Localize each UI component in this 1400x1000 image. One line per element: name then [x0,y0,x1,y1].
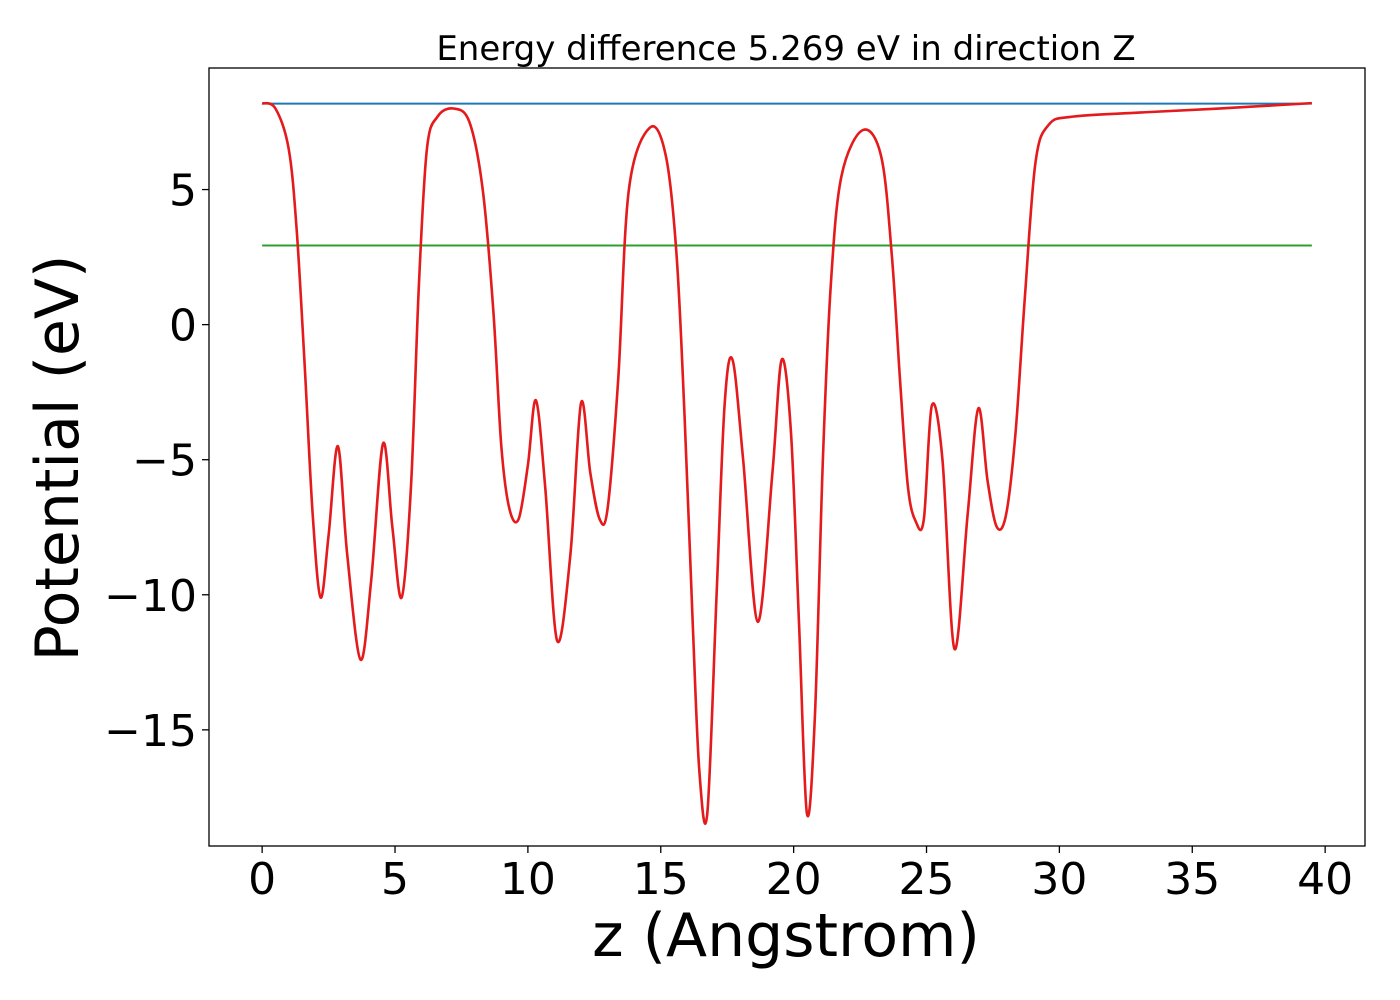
x-axis-ticks: 0 5 10 15 20 25 30 35 40 [248,846,1353,905]
y-tick-label: 5 [169,166,197,217]
x-tick-label: 20 [766,854,822,905]
y-tick-label: 0 [169,301,197,352]
x-tick-label: 15 [633,854,689,905]
x-tick-label: 10 [500,854,556,905]
x-tick-label: 30 [1031,854,1087,905]
y-axis-label: Potential (eV) [23,255,93,662]
x-tick-label: 40 [1297,854,1353,905]
x-tick-label: 0 [248,854,276,905]
x-tick-label: 35 [1164,854,1220,905]
y-axis-ticks: −15 −10 −5 0 5 [104,166,209,757]
plot-lines [261,101,1312,825]
x-axis-label: z (Angstrom) [592,901,980,971]
y-tick-label: −10 [104,571,197,622]
x-tick-label: 25 [899,854,955,905]
plot-frame [208,67,1366,847]
y-tick-label: −15 [104,706,197,757]
y-tick-label: −5 [132,436,197,487]
series-line-3 [261,101,1312,825]
chart-title: Energy difference 5.269 eV in direction … [436,29,1135,69]
x-tick-label: 5 [381,854,409,905]
